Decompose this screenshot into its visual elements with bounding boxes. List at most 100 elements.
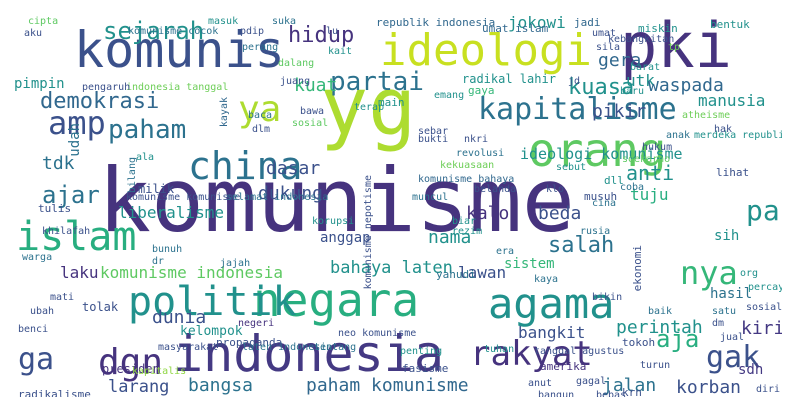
word: pimpin xyxy=(14,76,65,92)
word: dll xyxy=(604,174,624,187)
word: diri xyxy=(756,384,781,395)
word: partai xyxy=(330,67,424,97)
word: dgn xyxy=(98,342,164,383)
word: waspada xyxy=(648,75,724,96)
word: komunis xyxy=(74,21,285,79)
word: rezim xyxy=(452,226,483,237)
word: umat islam xyxy=(482,22,549,35)
word: kapitalis xyxy=(132,366,187,377)
word: baca xyxy=(248,110,273,121)
word: satu xyxy=(712,306,737,317)
word: penting xyxy=(400,346,443,357)
word: ideologi xyxy=(380,25,592,76)
word: dm xyxy=(712,318,725,329)
word: cina xyxy=(592,198,617,209)
word: rakyat xyxy=(470,334,593,374)
word: jokowi xyxy=(508,13,566,32)
word: belanda xyxy=(474,184,517,195)
word: komunisme xyxy=(98,149,575,252)
word: pengaruh xyxy=(82,82,131,93)
word: atheisme xyxy=(682,110,731,121)
word: sdh xyxy=(738,362,764,378)
word: musuh xyxy=(584,190,618,203)
word: bikin xyxy=(592,292,623,303)
word: indonesia tanggal xyxy=(126,82,229,93)
word: selamat indonesia xyxy=(226,192,329,203)
word: bebas xyxy=(596,390,627,398)
word-cloud: komunisme yg pki komunis ideologi indone… xyxy=(8,7,782,397)
word: hak xyxy=(714,124,733,135)
word: dunia xyxy=(152,307,207,328)
word: masyarakat xyxy=(158,342,219,353)
word: komunisme bahaya xyxy=(418,174,515,185)
word: jd xyxy=(568,76,581,87)
word: jajah xyxy=(220,258,251,269)
word: jual xyxy=(720,332,745,343)
word: komunisme nepotisme xyxy=(363,175,374,290)
word: neo komunisme xyxy=(338,328,417,339)
word: merdeka republik xyxy=(694,130,782,141)
word: baru xyxy=(620,86,645,97)
word: ajar xyxy=(42,181,100,209)
word: ala xyxy=(136,152,155,163)
word: bukti xyxy=(418,134,449,145)
word: kebangkitan xyxy=(608,34,675,45)
word: dr xyxy=(152,256,165,267)
word: indonesia xyxy=(173,325,444,383)
word: kayak xyxy=(219,97,230,128)
word: cipta xyxy=(28,16,59,27)
word: krn xyxy=(622,386,642,397)
word: lihat xyxy=(716,166,750,179)
word: manusia xyxy=(698,91,766,110)
word: nama xyxy=(428,227,472,248)
word: larang xyxy=(108,377,170,397)
word: sistem xyxy=(504,256,555,272)
word: klo xyxy=(546,184,565,195)
word: paham komunisme xyxy=(306,375,469,396)
word: kait xyxy=(328,46,353,57)
word: perang xyxy=(242,42,279,53)
word: bawa xyxy=(300,106,325,117)
word: sila xyxy=(596,42,621,53)
word: yahudi xyxy=(436,268,476,281)
word: gera xyxy=(598,50,642,71)
word: aku xyxy=(24,28,43,39)
word: tokoh xyxy=(622,336,656,349)
word: emang xyxy=(434,90,465,101)
word: sebar xyxy=(418,126,449,137)
word: lawan xyxy=(458,263,507,282)
word: amerika xyxy=(540,360,587,373)
word: radikal lahir xyxy=(462,72,556,86)
word: kapitalisme xyxy=(478,92,677,127)
word: kiri xyxy=(741,318,782,339)
word: ekonomi xyxy=(631,245,644,292)
word: sebut xyxy=(556,162,587,173)
word: pikir xyxy=(592,101,647,122)
word: china xyxy=(188,144,303,188)
word: biar xyxy=(452,216,477,227)
word: presiden xyxy=(102,362,160,376)
word: suka xyxy=(272,16,297,27)
word: sosialis xyxy=(746,302,782,313)
word: kuat xyxy=(294,75,338,96)
word: perintah xyxy=(616,317,703,338)
word: udah xyxy=(67,123,83,157)
word: negara xyxy=(253,273,420,327)
word: yg xyxy=(320,60,417,153)
word: hukum xyxy=(642,142,673,153)
word: barat xyxy=(630,62,661,73)
word: utk xyxy=(626,71,655,90)
word: juang xyxy=(280,76,311,87)
word: propaganda xyxy=(216,336,283,349)
word: korupsi xyxy=(312,216,355,227)
word: hasil xyxy=(710,286,753,302)
word: ubah xyxy=(30,306,55,317)
word: warga xyxy=(22,252,53,263)
word: kekuasaan xyxy=(440,160,495,171)
word: bunuh xyxy=(152,244,183,255)
word: radikalisme xyxy=(18,388,91,397)
word: tuju xyxy=(630,185,669,204)
word: org xyxy=(740,268,759,279)
word: hidup xyxy=(288,23,355,48)
word: pki xyxy=(620,9,732,82)
